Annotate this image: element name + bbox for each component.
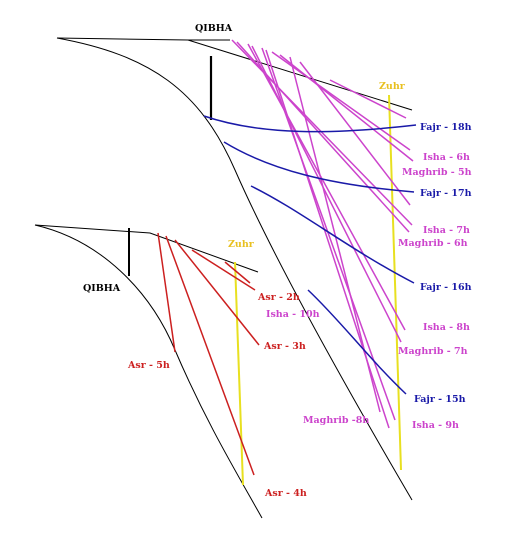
labels: QIBHA Zuhr Fajr - 18h Fajr - 17h Fajr - …	[83, 23, 472, 499]
fajr-label-18h: Fajr - 18h	[420, 122, 472, 133]
isha-label-10h: Isha - 10h	[266, 309, 320, 320]
large-curve-edge	[56, 37, 413, 501]
isha-maghrib-line	[299, 61, 411, 206]
small-asr-lines	[157, 232, 260, 476]
isha-label-9h: Isha - 9h	[412, 420, 459, 431]
fajr-label-17h: Fajr - 17h	[420, 188, 472, 199]
asr-label-5h: Asr - 5h	[127, 360, 170, 371]
isha-label-6h: Isha - 6h	[423, 152, 470, 163]
isha-label-7h: Isha - 7h	[423, 225, 470, 236]
asr-line	[174, 239, 260, 346]
fajr-label-16h: Fajr - 16h	[420, 282, 472, 293]
fajr-curve	[250, 185, 415, 284]
large-outline	[56, 37, 413, 501]
isha-maghrib-line	[329, 79, 407, 119]
asr-label-4h: Asr - 4h	[264, 488, 307, 499]
asr-line	[191, 249, 256, 291]
isha-maghrib-line	[271, 51, 411, 151]
asr-line	[165, 235, 255, 476]
fajr-curve	[223, 141, 415, 193]
large-qibha-label: QIBHA	[195, 23, 233, 34]
isha-label-8h: Isha - 8h	[423, 322, 470, 333]
large-isha-maghrib-lines	[231, 39, 414, 429]
large-zuhr-label: Zuhr	[379, 81, 406, 92]
fajr-curve	[203, 115, 417, 133]
maghrib-label-5h: Maghrib - 5h	[402, 167, 472, 178]
asr-label-3h: Asr - 3h	[263, 341, 306, 352]
isha-maghrib-line	[251, 45, 402, 343]
isha-maghrib-line	[261, 47, 396, 421]
asr-line	[224, 261, 251, 284]
maghrib-label-8h: Maghrib -8h	[303, 415, 369, 426]
small-outline	[34, 224, 263, 519]
asr-label-2h: Asr - 2h	[257, 292, 300, 303]
large-fajr-curves	[203, 115, 417, 395]
isha-maghrib-line	[289, 56, 381, 413]
small-zuhr-line	[234, 261, 244, 486]
maghrib-label-7h: Maghrib - 7h	[398, 346, 468, 357]
large-top-edge	[56, 37, 413, 111]
small-zuhr-label: Zuhr	[228, 239, 255, 250]
fajr-curve	[307, 289, 407, 395]
isha-maghrib-line	[265, 49, 390, 429]
large-zuhr-line	[388, 94, 402, 471]
isha-maghrib-line	[279, 54, 414, 162]
fajr-label-15h: Fajr - 15h	[414, 394, 466, 405]
small-qibha-label: QIBHA	[83, 283, 121, 294]
maghrib-label-6h: Maghrib - 6h	[398, 238, 468, 249]
asr-line	[157, 232, 176, 353]
small-top-edge	[34, 224, 259, 273]
small-curve-edge	[34, 224, 263, 519]
